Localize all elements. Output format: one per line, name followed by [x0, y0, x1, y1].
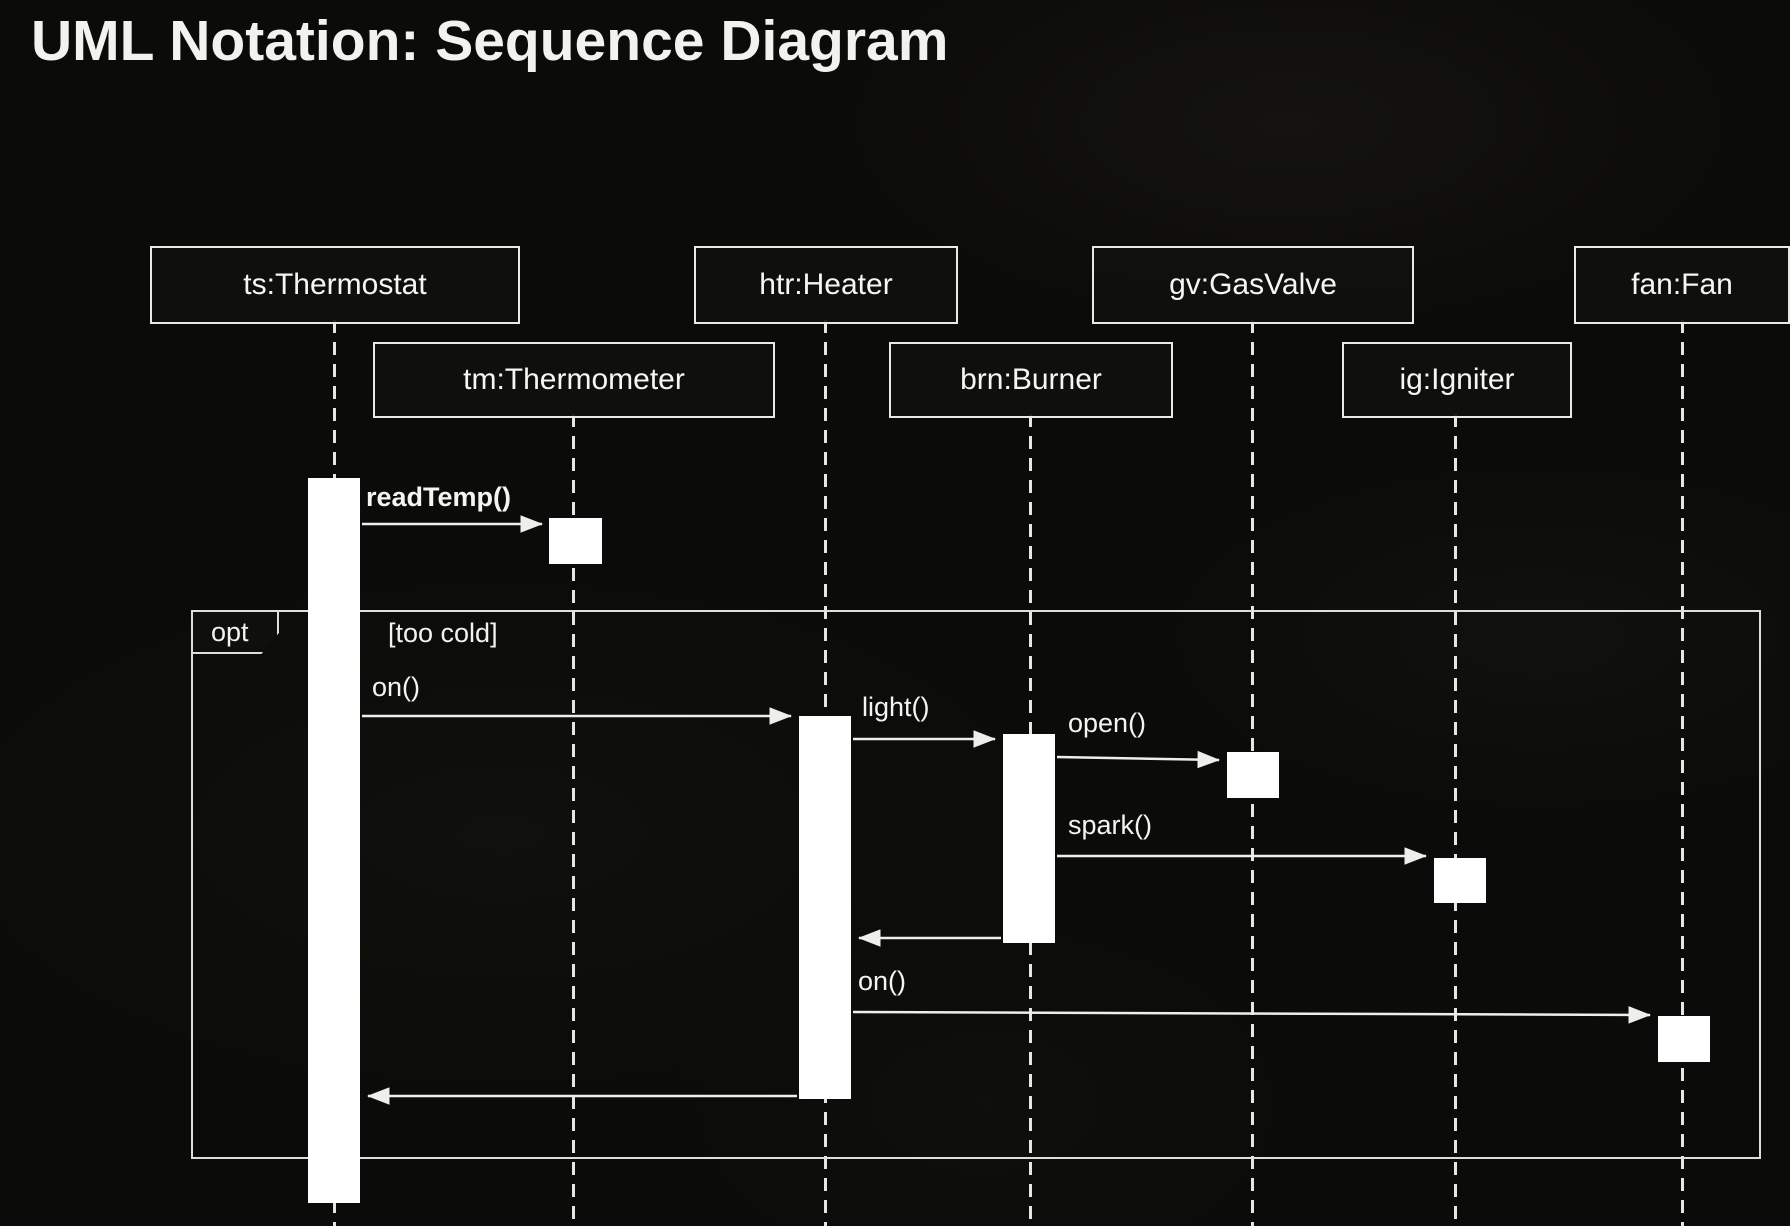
- activation-ig: [1434, 858, 1486, 903]
- lifeline-label-htr: htr:Heater: [759, 268, 893, 301]
- lifeline-ig: [1454, 414, 1457, 1226]
- message-label-readtemp: readTemp(): [366, 482, 512, 512]
- opt-fragment-frame: opt: [191, 610, 1761, 1159]
- activation-tm: [549, 518, 602, 564]
- opt-fragment-operator: opt: [191, 610, 279, 654]
- message-label-open: open(): [1068, 708, 1147, 738]
- lifeline-head-ts: ts:Thermostat: [150, 246, 520, 324]
- guard-condition: [too cold]: [388, 618, 498, 648]
- lifeline-label-gv: gv:GasValve: [1169, 268, 1337, 301]
- lifeline-label-tm: tm:Thermometer: [463, 363, 685, 396]
- message-label-on-heater: on(): [372, 672, 421, 702]
- lifeline-fan: [1681, 320, 1684, 1226]
- activation-htr: [799, 716, 851, 1099]
- lifeline-label-fan: fan:Fan: [1631, 268, 1733, 301]
- lifeline-head-tm: tm:Thermometer: [373, 342, 775, 418]
- message-label-on-fan: on(): [858, 966, 907, 996]
- opt-label: opt: [211, 616, 249, 647]
- lifeline-head-gv: gv:GasValve: [1092, 246, 1414, 324]
- message-label-light: light(): [862, 692, 930, 722]
- activation-ts: [308, 478, 360, 1203]
- activation-gv: [1227, 752, 1279, 798]
- lifeline-label-ig: ig:Igniter: [1399, 363, 1515, 396]
- lifeline-label-brn: brn:Burner: [960, 363, 1102, 396]
- lifeline-label-ts: ts:Thermostat: [243, 268, 427, 301]
- activation-fan: [1658, 1016, 1710, 1062]
- lifeline-head-ig: ig:Igniter: [1342, 342, 1572, 418]
- lifeline-head-brn: brn:Burner: [889, 342, 1173, 418]
- page-title: UML Notation: Sequence Diagram: [31, 9, 949, 73]
- lifeline-tm: [572, 414, 575, 1226]
- lifeline-head-htr: htr:Heater: [694, 246, 958, 324]
- message-label-spark: spark(): [1068, 810, 1153, 840]
- lifeline-head-fan: fan:Fan: [1574, 246, 1790, 324]
- activation-brn: [1003, 734, 1055, 943]
